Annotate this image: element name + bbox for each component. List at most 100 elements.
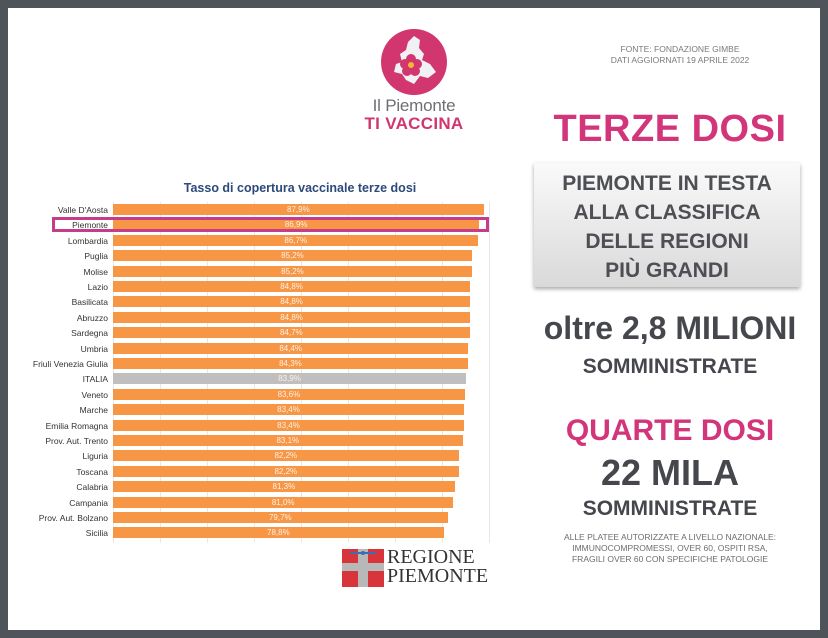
bar: 83,1%: [113, 435, 463, 446]
category-label: Prov. Aut. Bolzano: [38, 513, 108, 523]
bar-value-label: 79,7%: [268, 513, 292, 522]
third-doses-subtitle: SOMMINISTRATE: [582, 355, 758, 378]
category-label: Sicilia: [85, 528, 108, 539]
bar: 84,8%: [113, 311, 471, 323]
category-label: Emilia Romagna: [45, 420, 108, 431]
category-label: Campania: [69, 497, 108, 508]
headline-terze-dosi: TERZE DOSI: [553, 108, 787, 150]
bar: 82,2%: [113, 450, 459, 462]
bar: 86,9%: [113, 219, 480, 231]
gridline: [254, 202, 255, 543]
gridline: [160, 202, 161, 543]
bar-value-label: 84,8%: [280, 297, 303, 307]
gridline: [348, 202, 349, 543]
footnote-line-1: ALLE PLATEE AUTORIZZATE A LIVELLO NAZION…: [563, 532, 777, 542]
box-line-1: PIEMONTE IN TESTA: [562, 172, 772, 195]
bar-value-label: 81,0%: [271, 497, 295, 507]
category-label: Marche: [79, 405, 108, 416]
regione-piemonte-shield-icon: [342, 549, 384, 587]
highlight-box: PIEMONTE IN TESTA ALLA CLASSIFICA DELLE …: [534, 163, 800, 287]
box-line-4: PIÙ GRANDI: [605, 259, 729, 282]
highlight-frame: [52, 217, 490, 233]
category-label: Liguria: [82, 451, 108, 462]
category-label: Calabria: [76, 482, 108, 493]
source-update-date: DATI AGGIORNATI 19 APRILE 2022: [610, 55, 750, 65]
category-label: Sardegna: [71, 328, 108, 339]
bar-value-label: 84,4%: [279, 343, 303, 353]
gridline: [301, 202, 302, 543]
headline-quarte-dosi: QUARTE DOSI: [565, 414, 775, 447]
category-label: Toscana: [76, 466, 108, 477]
bar: 83,6%: [113, 388, 465, 400]
bar: 79,7%: [113, 512, 448, 523]
bar: 85,2%: [113, 265, 472, 277]
category-label: Molise: [83, 266, 108, 277]
bar: 86,7%: [113, 234, 479, 246]
bar: 81,3%: [113, 481, 455, 493]
category-label: Friuli Venezia Giulia: [32, 359, 108, 369]
bar-value-label: 78,8%: [267, 528, 290, 538]
bar: 78,8%: [113, 527, 444, 539]
category-label: ITALIA: [82, 374, 108, 385]
bar: 84,3%: [113, 358, 468, 369]
chart-title: Tasso di copertura vaccinale terze dosi: [183, 181, 417, 195]
category-label: Piemonte: [8, 219, 108, 232]
bar-value-label: 84,8%: [280, 312, 303, 322]
gridline: [395, 202, 396, 543]
box-line-3: DELLE REGIONI: [585, 230, 749, 253]
fourth-doses-total: 22 MILA: [600, 452, 740, 493]
bar: 84,8%: [113, 296, 471, 308]
bar-value-label: 85,2%: [281, 266, 304, 276]
category-label: Veneto: [81, 389, 108, 400]
bar-value-label: 83,4%: [277, 420, 300, 430]
bar: 84,7%: [113, 327, 470, 339]
bar: 84,4%: [113, 342, 469, 354]
bar-value-label: 84,7%: [279, 328, 303, 338]
bar-value-label: 87,9%: [287, 205, 310, 214]
regione-line-1: REGIONE: [387, 546, 475, 568]
footnote-line-3: FRAGILI OVER 60 CON SPECIFICHE PATOLOGIE: [571, 554, 769, 564]
bar-value-label: 83,6%: [277, 389, 301, 399]
bar-value-label: 82,2%: [274, 466, 298, 476]
bar-value-label: 84,8%: [280, 282, 303, 291]
bar: 84,8%: [113, 281, 471, 292]
third-doses-total: oltre 2,8 MILIONI: [543, 310, 797, 346]
footnote: ALLE PLATEE AUTORIZZATE A LIVELLO NAZION…: [520, 532, 820, 565]
source-line-1: FONTE: FONDAZIONE GIMBE: [620, 44, 740, 54]
category-label: Lazio: [87, 282, 108, 292]
piemonte-ti-vaccina-logo-icon: [381, 29, 447, 95]
bar: 83,4%: [113, 419, 464, 431]
footnote-line-2: IMMUNOCOMPROMESSI, OVER 60, OSPITI RSA,: [572, 543, 768, 553]
category-label: Umbria: [80, 343, 108, 354]
gridline: [113, 202, 114, 543]
fourth-doses-subtitle: SOMMINISTRATE: [582, 497, 758, 520]
category-label: Abruzzo: [76, 312, 108, 323]
bar-value-label: 83,1%: [276, 436, 300, 445]
category-label: Lombardia: [67, 235, 108, 246]
bar: 81,0%: [113, 496, 454, 508]
category-label: Basilicata: [71, 297, 108, 308]
bar-value-label: 84,3%: [279, 359, 302, 368]
bar-value-label: 82,2%: [274, 451, 298, 461]
bar-value-label: 85,2%: [281, 251, 304, 261]
logo-line-2: TI VACCINA: [364, 114, 464, 133]
bar-value-label: 86,7%: [284, 235, 308, 245]
bar: 82,2%: [113, 465, 459, 477]
regione-line-2: PIEMONTE: [387, 565, 489, 587]
gridline: [207, 202, 208, 543]
bar-value-label: 83,4%: [277, 405, 300, 415]
bar: 83,9%: [113, 373, 467, 385]
bar-value-label: 86,9%: [284, 220, 308, 230]
category-label: Prov. Aut. Trento: [45, 436, 108, 446]
logo-line-1: Il Piemonte: [372, 96, 456, 115]
bar-value-label: 81,3%: [272, 482, 296, 492]
box-line-2: ALLA CLASSIFICA: [573, 201, 761, 224]
category-label: Valle D'Aosta: [57, 205, 108, 215]
regione-piemonte-wordmark: REGIONE PIEMONTE: [387, 546, 489, 587]
bar: 85,2%: [113, 250, 472, 262]
source-note: FONTE: FONDAZIONE GIMBE DATI AGGIORNATI …: [575, 44, 785, 66]
bar-value-label: 83,9%: [278, 374, 301, 384]
gridline: [489, 202, 490, 543]
gridline: [442, 202, 443, 543]
category-label: Puglia: [84, 251, 108, 262]
